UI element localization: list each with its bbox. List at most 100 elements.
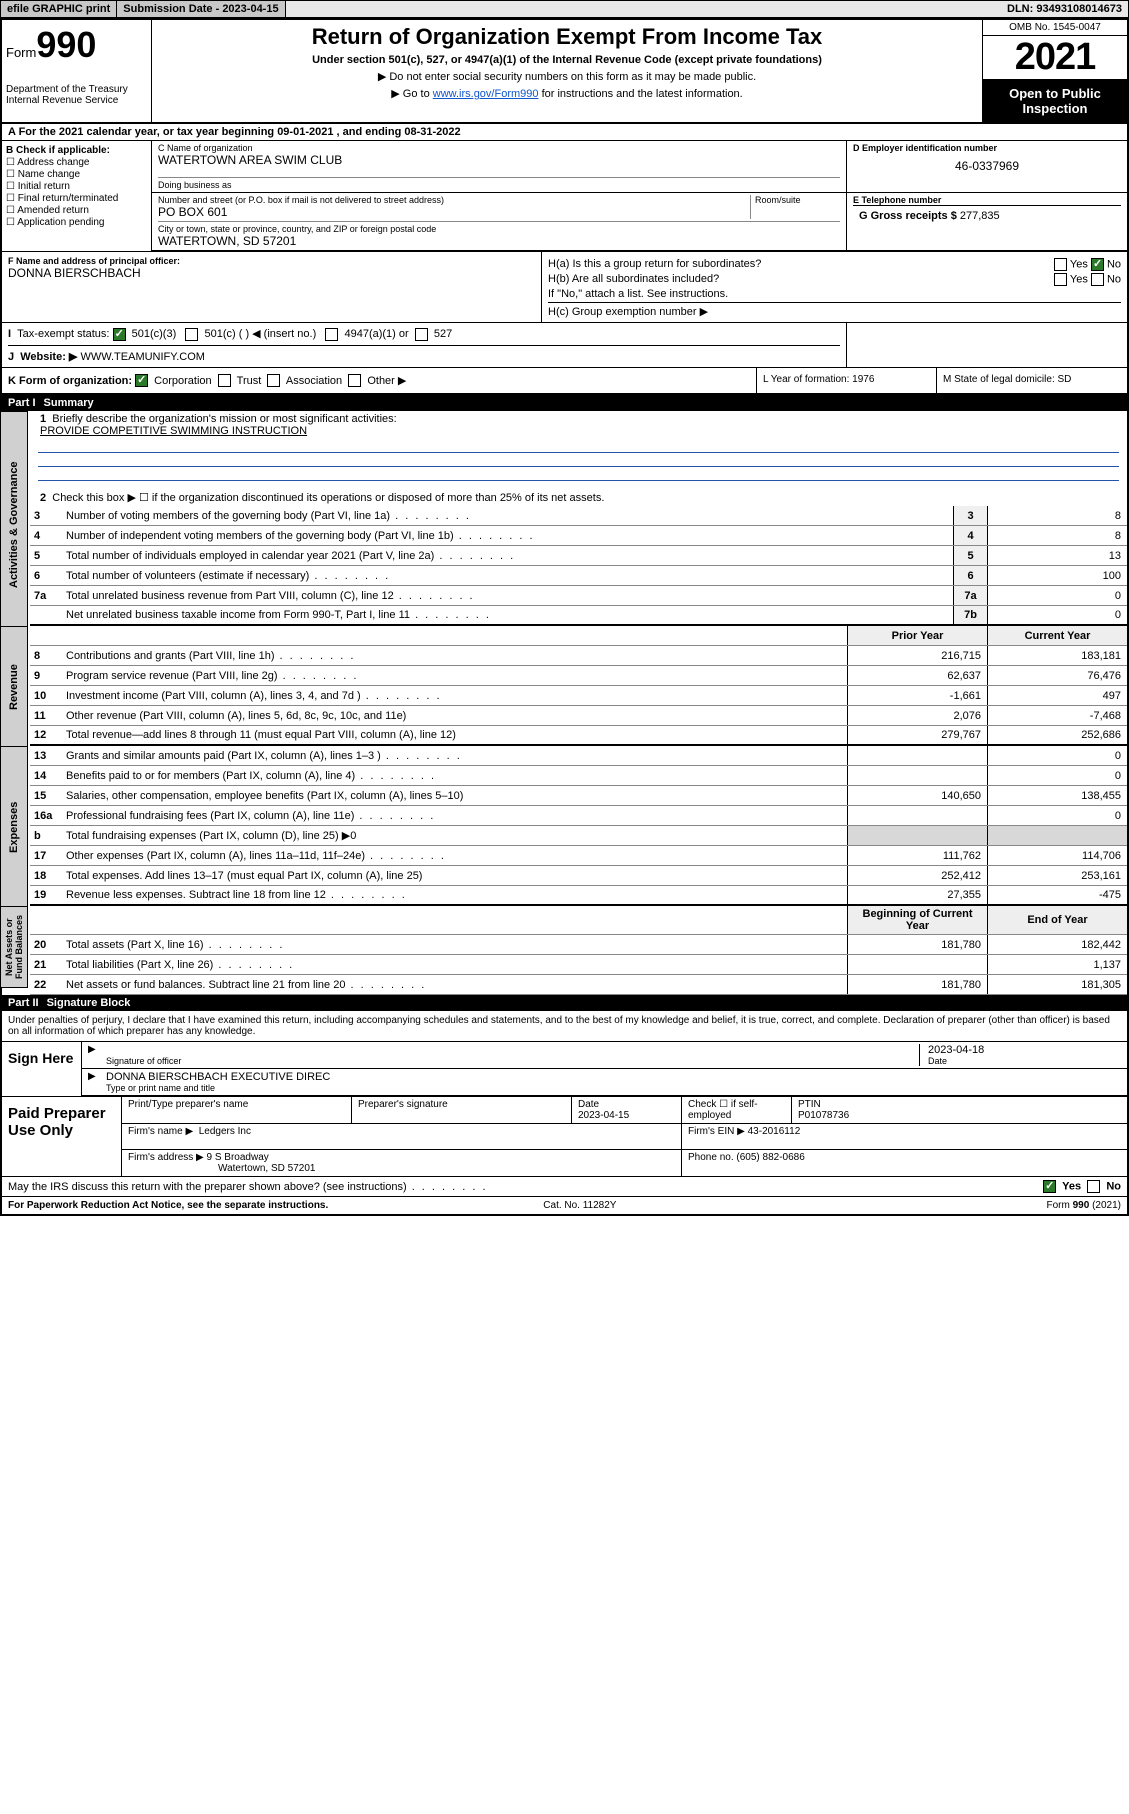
- sig-name-label: Type or print name and title: [106, 1083, 330, 1093]
- irs-link[interactable]: www.irs.gov/Form990: [433, 88, 539, 100]
- footer-mid: Cat. No. 11282Y: [543, 1200, 616, 1211]
- form-container: Form990 Department of the Treasury Inter…: [0, 18, 1129, 1216]
- col-cd: C Name of organization WATERTOWN AREA SW…: [152, 141, 1127, 251]
- sig-date-cell: 2023-04-18 Date: [919, 1044, 1119, 1066]
- chk-assoc[interactable]: [267, 374, 280, 387]
- part1-title: Summary: [44, 397, 94, 409]
- firm-name-cell: Firm's name ▶ Ledgers Inc: [122, 1124, 682, 1149]
- link-prefix: ▶ Go to: [391, 88, 432, 100]
- line-16a: 16aProfessional fundraising fees (Part I…: [30, 806, 1127, 826]
- hb-yes-checkbox[interactable]: [1054, 273, 1067, 286]
- row-i-j: I Tax-exempt status: 501(c)(3) 501(c) ( …: [2, 323, 1127, 368]
- line-10: 10Investment income (Part VIII, column (…: [30, 686, 1127, 706]
- chk-527[interactable]: [415, 328, 428, 341]
- sig-name-row: DONNA BIERSCHBACH EXECUTIVE DIREC Type o…: [82, 1069, 1127, 1096]
- dln-label: DLN: 93493108014673: [1001, 1, 1128, 17]
- j-label: Website: ▶: [20, 351, 77, 363]
- ein-value: 46-0337969: [853, 159, 1121, 173]
- j-value: WWW.TEAMUNIFY.COM: [80, 351, 204, 363]
- chk-corp[interactable]: [135, 374, 148, 387]
- phone-cell: Phone no. (605) 882-0686: [682, 1150, 1127, 1176]
- line-7b: Net unrelated business taxable income fr…: [30, 606, 1127, 626]
- exp-body: 13Grants and similar amounts paid (Part …: [30, 746, 1127, 906]
- org-name: WATERTOWN AREA SWIM CLUB: [158, 153, 840, 167]
- line-a-period: A For the 2021 calendar year, or tax yea…: [2, 124, 1127, 141]
- tab-netassets: Net Assets or Fund Balances: [0, 906, 28, 988]
- part1-header: Part I Summary: [2, 395, 1127, 411]
- gov-body: 1 Briefly describe the organization's mi…: [30, 411, 1127, 626]
- line-13: 13Grants and similar amounts paid (Part …: [30, 746, 1127, 766]
- hb-label: H(b) Are all subordinates included?: [548, 273, 719, 286]
- line-5: 5Total number of individuals employed in…: [30, 546, 1127, 566]
- addr-value: PO BOX 601: [158, 205, 750, 219]
- i-label: Tax-exempt status:: [17, 328, 109, 340]
- e-phone-label: E Telephone number: [853, 195, 1121, 205]
- part2-num: Part II: [8, 997, 47, 1009]
- sig-officer-row: Signature of officer 2023-04-18 Date: [82, 1042, 1127, 1069]
- website-row: J Website: ▶ WWW.TEAMUNIFY.COM: [8, 345, 840, 363]
- city-value: WATERTOWN, SD 57201: [158, 234, 840, 248]
- chk-trust[interactable]: [218, 374, 231, 387]
- chk-final-return[interactable]: ☐ Final return/terminated: [6, 193, 147, 204]
- ha-yesno: Yes No: [1054, 258, 1121, 271]
- chk-name-change[interactable]: ☐ Name change: [6, 169, 147, 180]
- line-12: 12Total revenue—add lines 8 through 11 (…: [30, 726, 1127, 746]
- chk-amended[interactable]: ☐ Amended return: [6, 205, 147, 216]
- rule2: [38, 453, 1119, 467]
- ha-label: H(a) Is this a group return for subordin…: [548, 258, 761, 271]
- may-no-checkbox[interactable]: [1087, 1180, 1100, 1193]
- paid-preparer-block: Paid Preparer Use Only Print/Type prepar…: [2, 1096, 1127, 1176]
- pp-check-cell: Check ☐ if self-employed: [682, 1097, 792, 1123]
- q1-text: Briefly describe the organization's miss…: [52, 413, 396, 425]
- may-yesno: Yes No: [1043, 1180, 1121, 1193]
- paid-preparer-label: Paid Preparer Use Only: [2, 1097, 122, 1176]
- city-label: City or town, state or province, country…: [158, 221, 840, 234]
- may-yes-checkbox[interactable]: [1043, 1180, 1056, 1193]
- f-value: DONNA BIERSCHBACH: [8, 266, 535, 280]
- row-f-h: F Name and address of principal officer:…: [2, 252, 1127, 323]
- chk-address-change[interactable]: ☐ Address change: [6, 157, 147, 168]
- tab-expenses: Expenses: [0, 746, 28, 908]
- ha-yes-checkbox[interactable]: [1054, 258, 1067, 271]
- hc-label: H(c) Group exemption number ▶: [548, 302, 1121, 318]
- year-block: OMB No. 1545-0047 2021 Open to Public In…: [982, 20, 1127, 122]
- ha-row: H(a) Is this a group return for subordin…: [548, 258, 1121, 271]
- pp-sig-label: Preparer's signature: [352, 1097, 572, 1123]
- entity-grid: B Check if applicable: ☐ Address change …: [2, 141, 1127, 252]
- org-name-box: C Name of organization WATERTOWN AREA SW…: [152, 141, 847, 192]
- gross-receipts: G Gross receipts $ 277,835: [853, 205, 1121, 226]
- line-15: 15Salaries, other compensation, employee…: [30, 786, 1127, 806]
- form-number: 990: [36, 24, 96, 65]
- submission-date-button[interactable]: Submission Date - 2023-04-15: [117, 1, 285, 17]
- line-21: 21Total liabilities (Part X, line 26)1,1…: [30, 955, 1127, 975]
- chk-501c[interactable]: [185, 328, 198, 341]
- sig-declaration: Under penalties of perjury, I declare th…: [2, 1011, 1127, 1042]
- ha-no-checkbox[interactable]: [1091, 258, 1104, 271]
- line-17: 17Other expenses (Part IX, column (A), l…: [30, 846, 1127, 866]
- f-officer: F Name and address of principal officer:…: [2, 252, 542, 322]
- hb-yesno: Yes No: [1054, 273, 1121, 286]
- address-box: Number and street (or P.O. box if mail i…: [152, 193, 847, 250]
- part2-title: Signature Block: [47, 997, 131, 1009]
- room-label: Room/suite: [755, 195, 840, 205]
- tax-year: 2021: [983, 36, 1127, 80]
- firm-addr-cell: Firm's address ▶ 9 S Broadway Watertown,…: [122, 1150, 682, 1176]
- m-domicile: M State of legal domicile: SD: [937, 368, 1127, 394]
- chk-4947[interactable]: [325, 328, 338, 341]
- chk-initial-return[interactable]: ☐ Initial return: [6, 181, 147, 192]
- irs-label: Internal Revenue Service: [6, 95, 147, 106]
- q1-row: 1 Briefly describe the organization's mi…: [34, 411, 1127, 439]
- g-label: G Gross receipts $: [859, 210, 957, 222]
- chk-501c3[interactable]: [113, 328, 126, 341]
- line-4: 4Number of independent voting members of…: [30, 526, 1127, 546]
- hb-no-checkbox[interactable]: [1091, 273, 1104, 286]
- efile-print-button[interactable]: efile GRAPHIC print: [1, 1, 117, 17]
- chk-other[interactable]: [348, 374, 361, 387]
- may-discuss-text: May the IRS discuss this return with the…: [8, 1181, 488, 1193]
- revenue-section: Revenue Prior YearCurrent Year 8Contribu…: [2, 626, 1127, 746]
- sig-date-value: 2023-04-18: [928, 1044, 1119, 1056]
- chk-app-pending[interactable]: ☐ Application pending: [6, 217, 147, 228]
- phone-gross-box: E Telephone number G Gross receipts $ 27…: [847, 193, 1127, 250]
- prep-right: Print/Type preparer's name Preparer's si…: [122, 1097, 1127, 1176]
- line-7a: 7aTotal unrelated business revenue from …: [30, 586, 1127, 606]
